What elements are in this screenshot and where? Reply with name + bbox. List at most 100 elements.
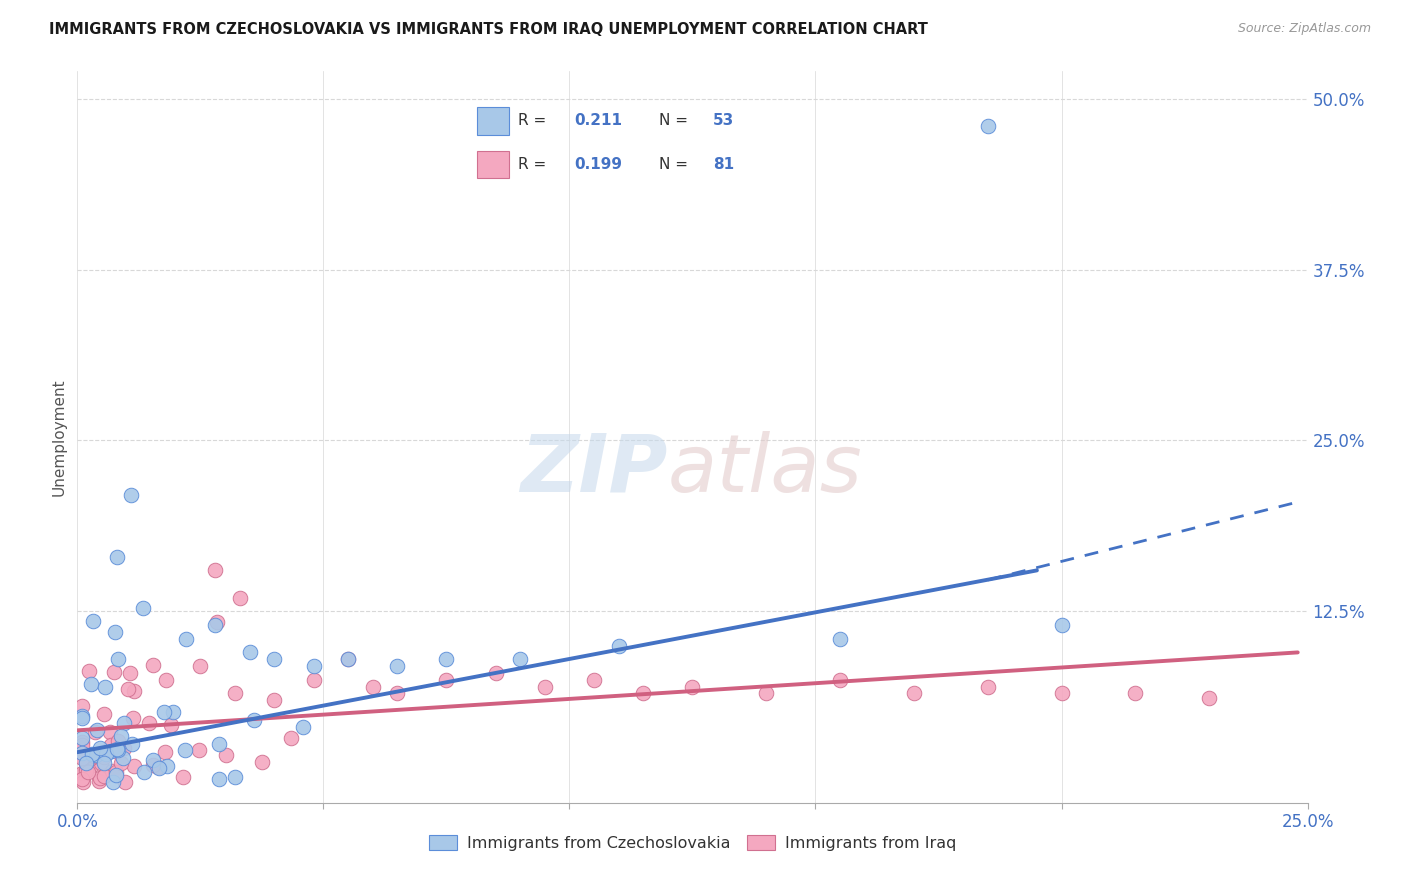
Point [250,755,273,769]
Point [111,751,134,765]
Point [155,673,177,687]
Point [280,731,302,745]
Point [117,682,139,697]
Point [121,488,143,502]
Text: Source: ZipAtlas.com: Source: ZipAtlas.com [1237,22,1371,36]
Point [263,652,285,666]
Point [70,711,93,725]
Point [70,731,93,745]
Point [228,591,252,605]
Point [682,680,704,694]
Point [263,693,285,707]
Point [131,601,153,615]
Point [103,624,125,639]
Point [101,775,124,789]
Point [337,652,360,666]
Point [977,119,1000,133]
Point [124,684,146,698]
Point [385,686,409,700]
Point [93,756,115,771]
Point [100,744,122,758]
Point [70,747,93,761]
Point [485,665,508,680]
Point [534,680,557,694]
Point [80,747,103,762]
Point [903,686,925,700]
Point [148,761,170,775]
Point [633,686,655,700]
Point [977,680,1000,694]
Point [159,718,181,732]
Point [224,686,246,700]
Point [1050,686,1073,700]
Point [75,762,97,776]
Point [142,753,165,767]
Point [104,765,127,780]
Point [385,659,409,673]
Point [214,748,236,763]
Point [173,743,195,757]
Point [107,734,129,748]
Point [153,745,176,759]
Point [243,714,266,728]
Point [302,659,325,673]
Point [90,756,112,771]
Point [80,757,103,772]
Point [105,549,128,564]
Point [93,749,115,764]
Point [75,756,97,770]
Point [82,614,104,628]
Point [100,724,122,739]
Point [162,705,184,719]
Point [112,715,135,730]
Point [70,751,93,765]
Point [205,615,228,629]
Point [89,740,111,755]
Point [110,729,132,743]
Point [77,665,100,679]
Point [93,769,115,783]
Point [105,742,128,756]
Point [239,645,262,659]
Y-axis label: Unemployment: Unemployment [51,378,66,496]
Point [188,659,212,673]
Point [337,652,360,666]
Point [70,738,93,752]
Point [755,686,778,700]
Point [87,774,110,789]
Point [208,737,231,751]
Point [583,673,606,687]
Point [172,770,194,784]
Point [208,772,231,787]
Point [83,724,105,739]
Point [83,749,105,764]
Point [80,751,103,765]
Point [118,665,141,680]
Text: ZIP: ZIP [520,431,668,509]
Point [148,760,170,774]
Point [75,764,97,779]
Point [134,764,156,779]
Point [187,743,209,757]
Point [142,657,165,672]
Point [174,632,197,646]
Point [112,740,135,755]
Point [114,774,136,789]
Point [509,652,531,666]
Point [107,652,129,666]
Point [70,699,93,714]
Point [436,673,458,687]
Point [204,618,226,632]
Point [103,665,125,679]
Point [830,673,852,687]
Point [93,706,115,721]
Point [110,756,132,770]
Text: atlas: atlas [668,431,863,509]
Point [76,765,98,780]
Point [142,757,165,772]
Point [70,765,93,780]
Point [204,563,226,577]
Point [224,770,246,784]
Point [100,764,122,779]
Point [70,735,93,749]
